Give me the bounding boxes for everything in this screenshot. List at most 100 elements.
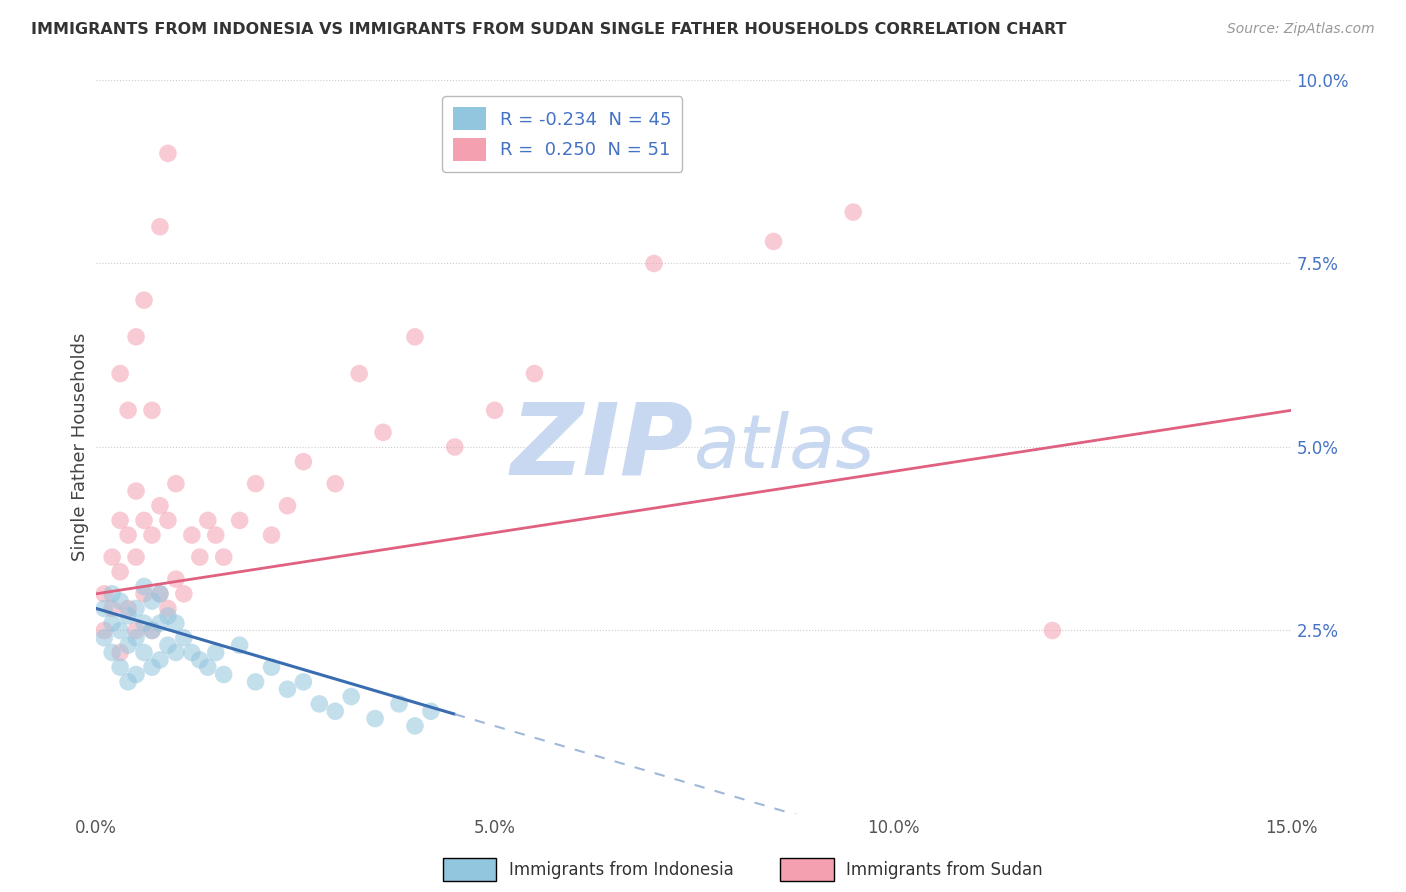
Point xyxy=(117,638,139,652)
Text: Source: ZipAtlas.com: Source: ZipAtlas.com xyxy=(1227,22,1375,37)
Point xyxy=(228,513,250,527)
Point xyxy=(141,624,163,638)
Point xyxy=(323,476,346,491)
Point xyxy=(101,616,124,631)
Point xyxy=(212,550,235,565)
Point xyxy=(276,499,298,513)
Point xyxy=(141,624,163,638)
Point xyxy=(347,367,370,381)
Point xyxy=(156,608,179,623)
Point xyxy=(292,674,315,689)
Point xyxy=(180,528,202,542)
Point xyxy=(101,646,124,660)
Point xyxy=(141,660,163,674)
Text: Immigrants from Indonesia: Immigrants from Indonesia xyxy=(509,861,734,879)
Point xyxy=(371,425,394,440)
Point xyxy=(125,483,148,498)
Point xyxy=(132,579,155,593)
Point xyxy=(132,293,155,308)
Point xyxy=(643,256,665,270)
Point xyxy=(93,587,115,601)
Point xyxy=(149,616,172,631)
Point xyxy=(443,440,465,454)
Point xyxy=(197,660,219,674)
Point xyxy=(276,682,298,697)
Legend: R = -0.234  N = 45, R =  0.250  N = 51: R = -0.234 N = 45, R = 0.250 N = 51 xyxy=(443,96,682,171)
Point xyxy=(108,660,131,674)
Point xyxy=(188,653,211,667)
Point xyxy=(165,476,187,491)
Point xyxy=(165,616,187,631)
Point xyxy=(188,550,211,565)
Point xyxy=(93,624,115,638)
Point xyxy=(212,667,235,681)
Point xyxy=(404,330,426,344)
Point xyxy=(149,587,172,601)
Point xyxy=(245,674,267,689)
Point xyxy=(245,476,267,491)
Point xyxy=(149,499,172,513)
Point xyxy=(165,572,187,586)
Point xyxy=(132,616,155,631)
Point xyxy=(204,646,226,660)
Point xyxy=(156,146,179,161)
Point xyxy=(156,601,179,615)
Point xyxy=(141,594,163,608)
Point xyxy=(117,403,139,417)
Point xyxy=(388,697,411,711)
Y-axis label: Single Father Households: Single Father Households xyxy=(72,333,89,561)
Point xyxy=(260,660,283,674)
Point xyxy=(108,594,131,608)
Text: ZIP: ZIP xyxy=(510,399,693,495)
Point xyxy=(523,367,546,381)
Point xyxy=(156,513,179,527)
Point xyxy=(108,367,131,381)
Point xyxy=(484,403,506,417)
Point xyxy=(762,235,785,249)
Point xyxy=(156,638,179,652)
Point xyxy=(93,631,115,645)
Point xyxy=(228,638,250,652)
Point xyxy=(108,646,131,660)
Point xyxy=(101,587,124,601)
Point xyxy=(125,601,148,615)
Point xyxy=(842,205,865,219)
Point xyxy=(117,601,139,615)
Point xyxy=(292,455,315,469)
Point xyxy=(141,403,163,417)
Point xyxy=(141,528,163,542)
Point xyxy=(180,646,202,660)
Point xyxy=(108,565,131,579)
Point xyxy=(149,219,172,234)
Point xyxy=(108,513,131,527)
Point xyxy=(125,624,148,638)
Point xyxy=(117,528,139,542)
Text: atlas: atlas xyxy=(693,411,875,483)
Point xyxy=(101,550,124,565)
Point xyxy=(125,330,148,344)
Point xyxy=(125,631,148,645)
Point xyxy=(117,674,139,689)
Text: Immigrants from Sudan: Immigrants from Sudan xyxy=(846,861,1043,879)
Point xyxy=(173,587,195,601)
Point xyxy=(197,513,219,527)
Point xyxy=(419,704,441,718)
Point xyxy=(340,690,363,704)
Point xyxy=(125,550,148,565)
Point xyxy=(93,601,115,615)
Point xyxy=(108,624,131,638)
Point xyxy=(323,704,346,718)
Point xyxy=(404,719,426,733)
Point xyxy=(165,646,187,660)
Point xyxy=(125,667,148,681)
Text: IMMIGRANTS FROM INDONESIA VS IMMIGRANTS FROM SUDAN SINGLE FATHER HOUSEHOLDS CORR: IMMIGRANTS FROM INDONESIA VS IMMIGRANTS … xyxy=(31,22,1066,37)
Point xyxy=(308,697,330,711)
Point xyxy=(132,513,155,527)
Point xyxy=(204,528,226,542)
Point xyxy=(173,631,195,645)
Point xyxy=(1042,624,1064,638)
Point xyxy=(260,528,283,542)
Point xyxy=(132,646,155,660)
Point xyxy=(149,653,172,667)
Point xyxy=(364,712,387,726)
